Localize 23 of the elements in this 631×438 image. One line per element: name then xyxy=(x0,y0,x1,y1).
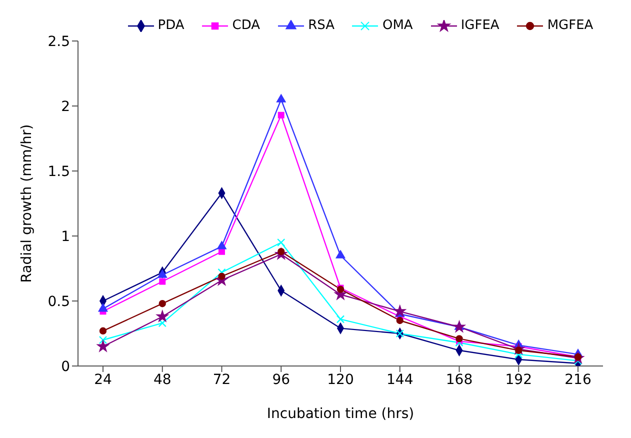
y-tick-label: 2.5 xyxy=(48,34,70,50)
x-tick-label: 72 xyxy=(212,372,231,388)
legend-label: OMA xyxy=(382,18,413,33)
x-tick-label: 48 xyxy=(153,372,172,388)
y-tick-label: 0.5 xyxy=(48,294,70,310)
legend-label: RSA xyxy=(308,18,334,33)
legend-label: IGFEA xyxy=(460,18,500,33)
y-tick-label: 1.5 xyxy=(48,164,70,180)
legend-label: MGFEA xyxy=(547,18,594,33)
y-tick-label: 0 xyxy=(61,358,70,375)
legend-label: PDA xyxy=(158,18,184,33)
y-tick-label: 2 xyxy=(61,98,70,115)
x-tick-label: 216 xyxy=(564,372,592,388)
x-tick-label: 96 xyxy=(272,372,290,388)
x-tick-label: 192 xyxy=(505,372,532,388)
x-tick-label: 24 xyxy=(94,372,112,388)
x-tick-label: 168 xyxy=(446,372,473,388)
y-axis-title: Radial growth (mm/hr) xyxy=(18,124,35,283)
x-tick-label: 144 xyxy=(386,372,414,388)
x-axis-title: Incubation time (hrs) xyxy=(266,406,414,422)
legend-label: CDA xyxy=(232,18,260,33)
x-tick-label: 120 xyxy=(327,372,354,388)
y-tick-label: 1 xyxy=(61,228,70,245)
